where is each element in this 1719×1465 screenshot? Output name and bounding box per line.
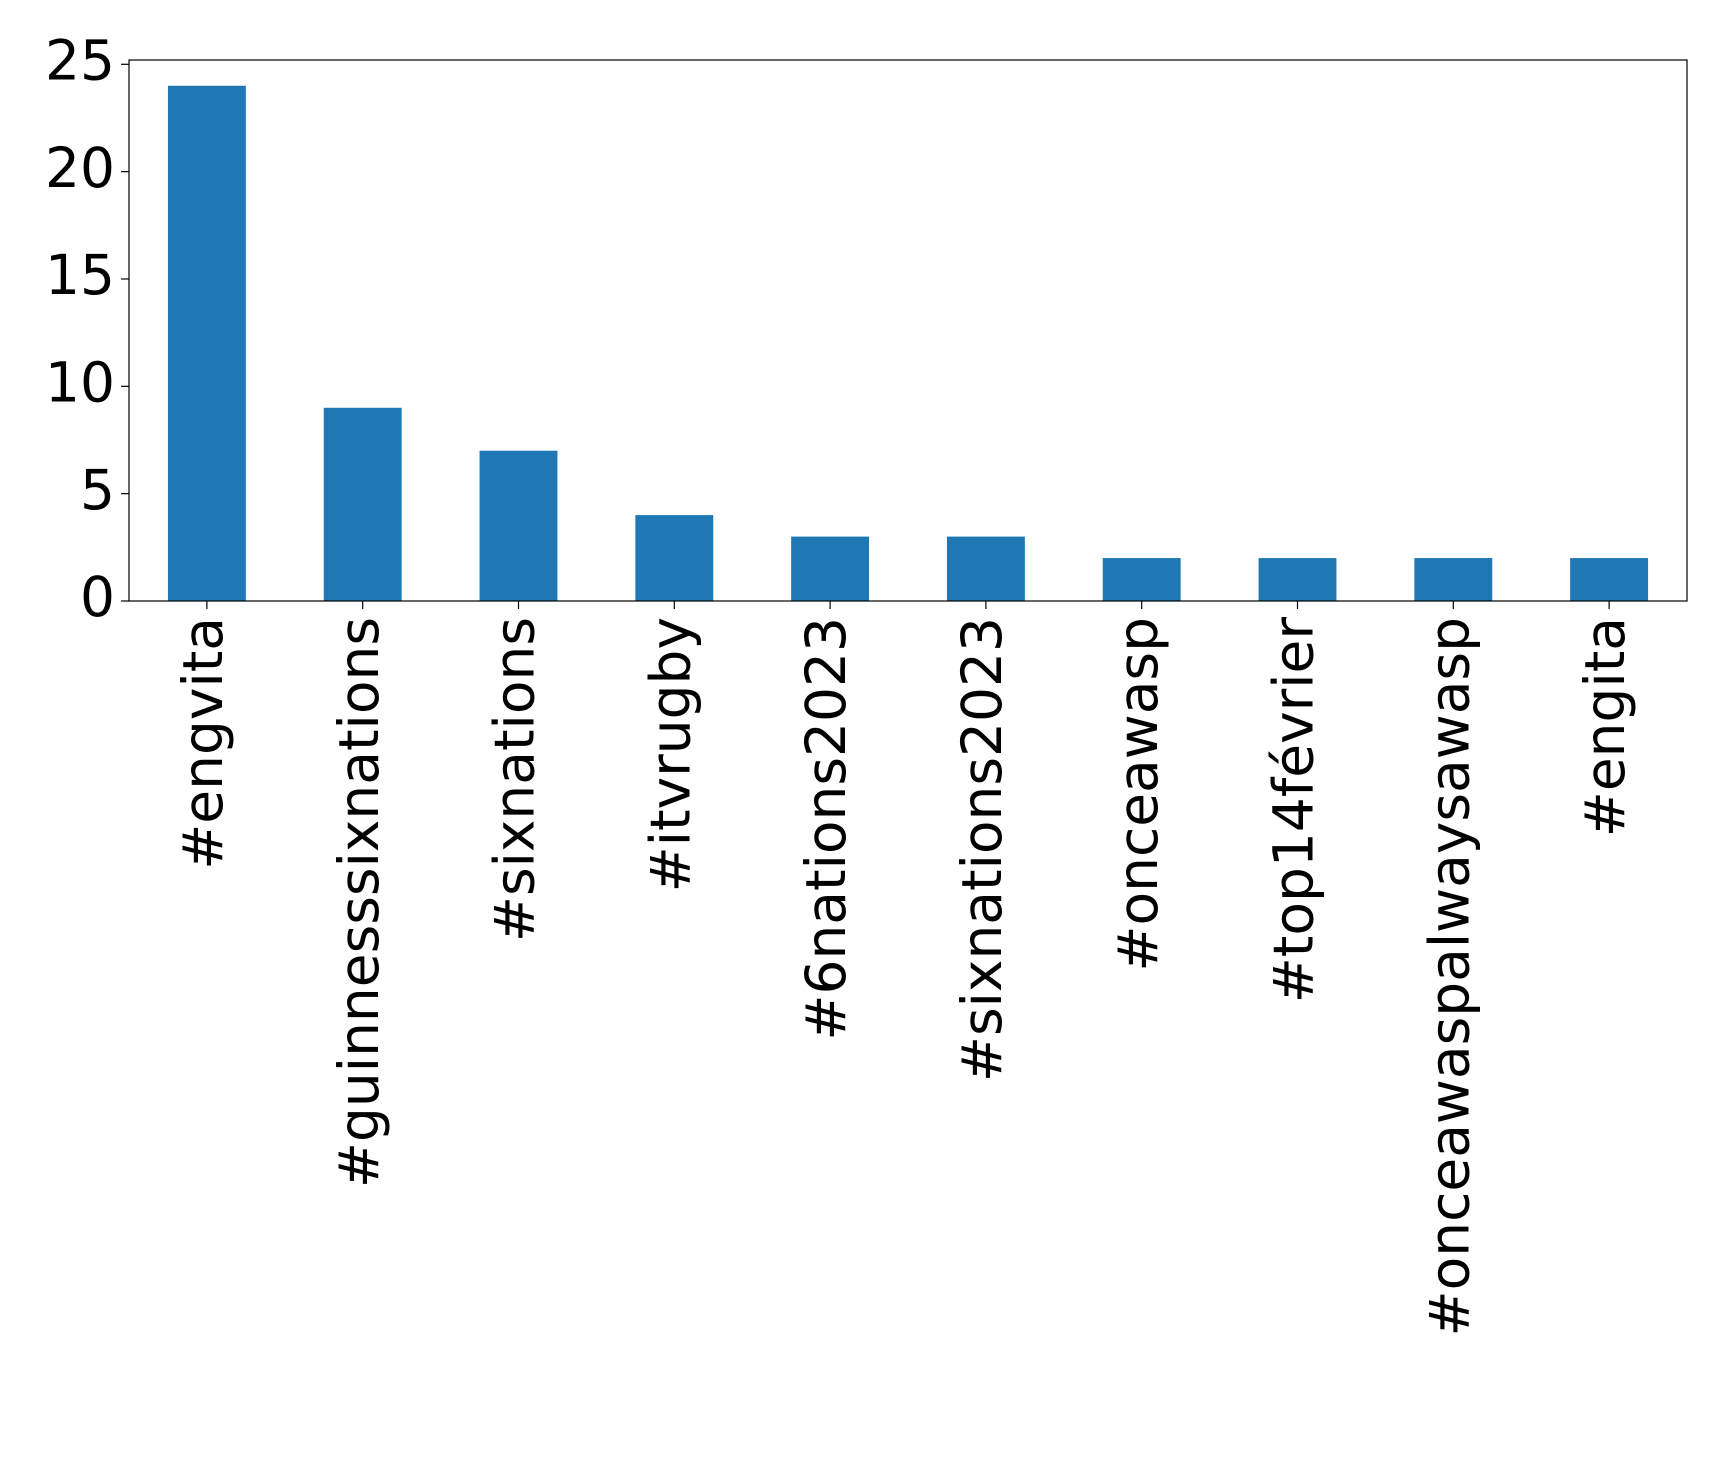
y-tick-label: 20	[45, 136, 115, 200]
y-tick-label: 25	[45, 28, 115, 92]
bar	[323, 407, 402, 601]
bar	[1102, 558, 1181, 601]
x-tick-label: #engvita	[171, 617, 235, 870]
y-tick-label: 10	[45, 350, 115, 414]
x-tick-label: #onceawasp	[1106, 617, 1170, 972]
bar	[1258, 558, 1337, 601]
y-tick-label: 0	[80, 565, 115, 629]
x-tick-label: #sixnations	[483, 617, 547, 942]
x-tick-label: #engita	[1573, 617, 1637, 837]
y-tick-label: 5	[80, 458, 115, 522]
bar	[167, 85, 246, 601]
bar	[791, 536, 870, 601]
bar	[1570, 558, 1649, 601]
x-tick-label: #guinnesssixnations	[327, 617, 391, 1188]
x-tick-label: #top14février	[1262, 617, 1326, 1004]
x-tick-label: #itvrugby	[638, 617, 702, 892]
bar	[946, 536, 1025, 601]
x-tick-label: #6nations2023	[794, 617, 858, 1041]
bar	[635, 515, 714, 601]
x-tick-label: #onceawaspalwaysawasp	[1417, 617, 1481, 1336]
plot-frame	[128, 59, 1688, 602]
bar	[1414, 558, 1493, 601]
bar	[479, 450, 558, 601]
y-tick-label: 15	[45, 243, 115, 307]
x-tick-label: #sixnations2023	[950, 617, 1014, 1082]
